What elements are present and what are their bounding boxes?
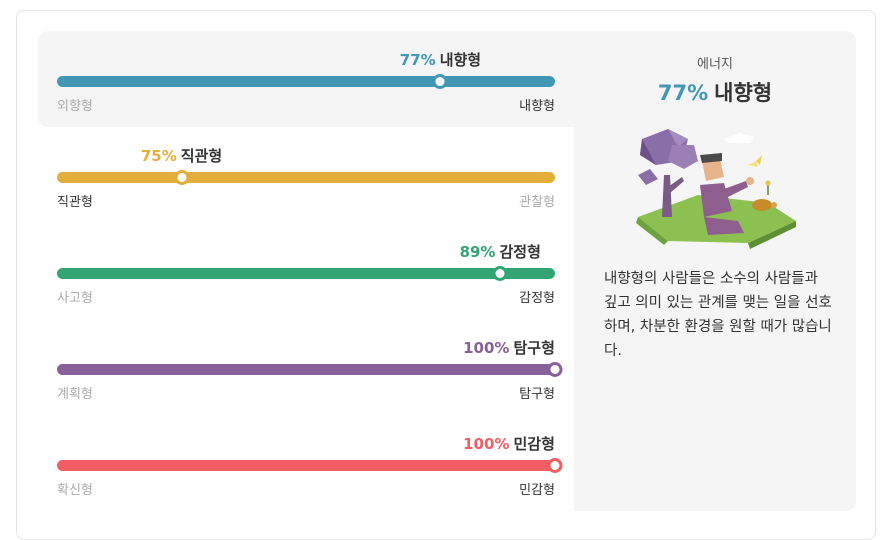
trait-right-label: 관찰형 <box>519 195 555 210</box>
trait-left-label: 확신형 <box>57 483 93 498</box>
trait-knob <box>174 170 189 185</box>
trait-detail-panel: 에너지 77% 내향형 <box>574 31 856 511</box>
trait-percent: 100% <box>463 339 510 357</box>
trait-row[interactable]: 77% 내향형 외향형 내향형 <box>38 31 574 127</box>
trait-name: 탐구형 <box>513 339 555 357</box>
trait-bar <box>57 362 563 377</box>
trait-name: 내향형 <box>439 51 482 69</box>
trait-row[interactable]: 100% 탐구형 계획형 탐구형 <box>38 319 574 415</box>
trait-bar <box>57 170 555 185</box>
trait-description: 내향형의 사람들은 소수의 사람들과 깊고 의미 있는 관계를 맺는 일을 선호… <box>604 271 832 359</box>
trait-percent: 75% <box>140 147 177 165</box>
trait-left-label: 외향형 <box>57 99 93 114</box>
trait-right-label: 민감형 <box>519 483 555 498</box>
trait-row[interactable]: 89% 감정형 사고형 감정형 <box>38 223 574 319</box>
trait-bar <box>57 266 555 281</box>
trait-heading: 89% 감정형 <box>460 241 541 262</box>
trait-name: 직관형 <box>180 147 223 165</box>
introvert-illustration-icon <box>628 125 798 255</box>
trait-bar <box>57 458 563 473</box>
trait-left-label: 사고형 <box>57 291 93 306</box>
trait-knob <box>432 74 448 89</box>
trait-left-label: 계획형 <box>57 387 93 402</box>
trait-heading: 75% 직관형 <box>141 145 222 166</box>
trait-heading: 100% 민감형 <box>463 433 555 454</box>
trait-row[interactable]: 100% 민감형 확신형 민감형 <box>38 415 574 511</box>
trait-name: 감정형 <box>499 243 541 261</box>
trait-detail-percent: 77% <box>657 81 709 105</box>
trait-bar <box>57 74 555 89</box>
trait-name: 민감형 <box>513 435 555 453</box>
trait-detail-name: 내향형 <box>714 81 773 105</box>
trait-percent: 77% <box>399 51 436 69</box>
trait-right-label: 내향형 <box>519 99 555 114</box>
trait-knob <box>547 362 563 377</box>
trait-percent: 100% <box>463 435 510 453</box>
trait-left-label: 직관형 <box>57 195 93 210</box>
trait-right-label: 감정형 <box>519 291 555 306</box>
trait-heading: 100% 탐구형 <box>463 337 555 358</box>
trait-knob <box>492 266 508 281</box>
trait-heading: 77% 내향형 <box>400 49 481 70</box>
trait-right-label: 탐구형 <box>519 387 555 402</box>
trait-detail-title: 77% 내향형 <box>574 77 856 107</box>
trait-row[interactable]: 75% 직관형 직관형 관찰형 <box>38 127 574 223</box>
trait-percent: 89% <box>459 243 496 261</box>
trait-knob <box>547 458 563 473</box>
trait-category: 에너지 <box>697 57 733 72</box>
